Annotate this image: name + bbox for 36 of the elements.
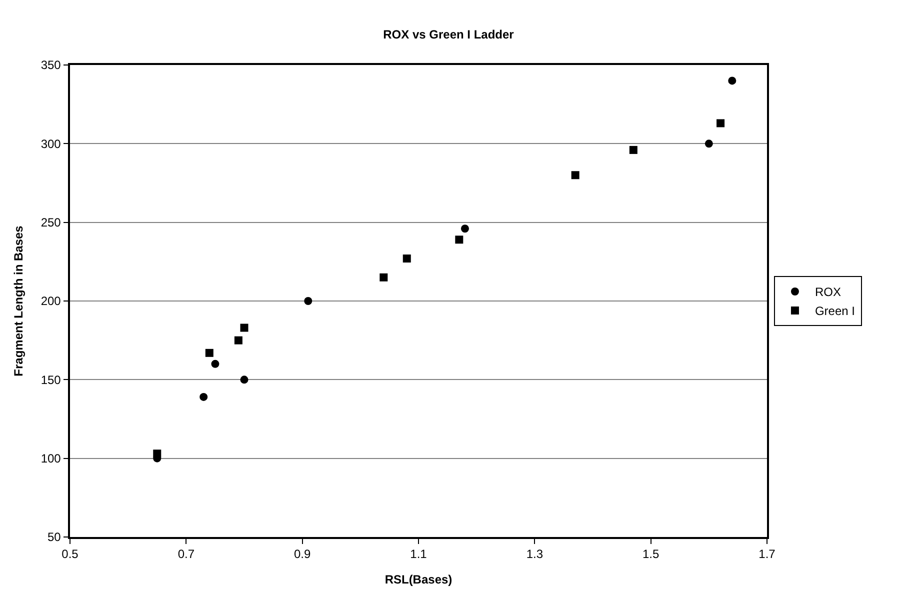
chart-title: ROX vs Green I Ladder [383,27,514,42]
y-tick-label: 50 [47,530,62,544]
legend-label: ROX [814,285,841,300]
point [153,450,162,458]
point [460,224,469,233]
y-tick-label: 200 [40,294,62,308]
point [571,171,580,180]
point [240,324,248,332]
x-tick-label: 1.3 [526,547,544,562]
point [380,273,388,282]
y-axis-title: Fragment Length in Bases [12,225,26,376]
point [304,297,312,305]
x-tick-label: 0.9 [294,547,311,562]
x-axis-title: RSL(Bases) [384,572,452,587]
x-tick-label: 1.5 [642,547,660,562]
x-tick-label: 0.7 [178,547,195,562]
point [455,236,464,244]
point [240,376,248,384]
legend-label: Green I [814,304,855,318]
point [704,140,713,148]
point [205,348,214,357]
point [402,254,411,263]
y-tick-label: 300 [40,136,62,151]
y-tick-label: 350 [40,58,62,72]
y-tick-label: 150 [40,372,62,387]
point [200,392,208,401]
point [211,360,220,368]
x-tick-label: 1.1 [410,547,428,562]
point [234,336,242,344]
y-tick-label: 250 [40,216,62,230]
point [629,146,638,154]
y-tick-label: 100 [40,452,62,466]
x-tick-label: 0.5 [62,547,79,562]
point [728,76,736,85]
x-tick-label: 1.7 [758,547,776,562]
point [716,119,725,128]
